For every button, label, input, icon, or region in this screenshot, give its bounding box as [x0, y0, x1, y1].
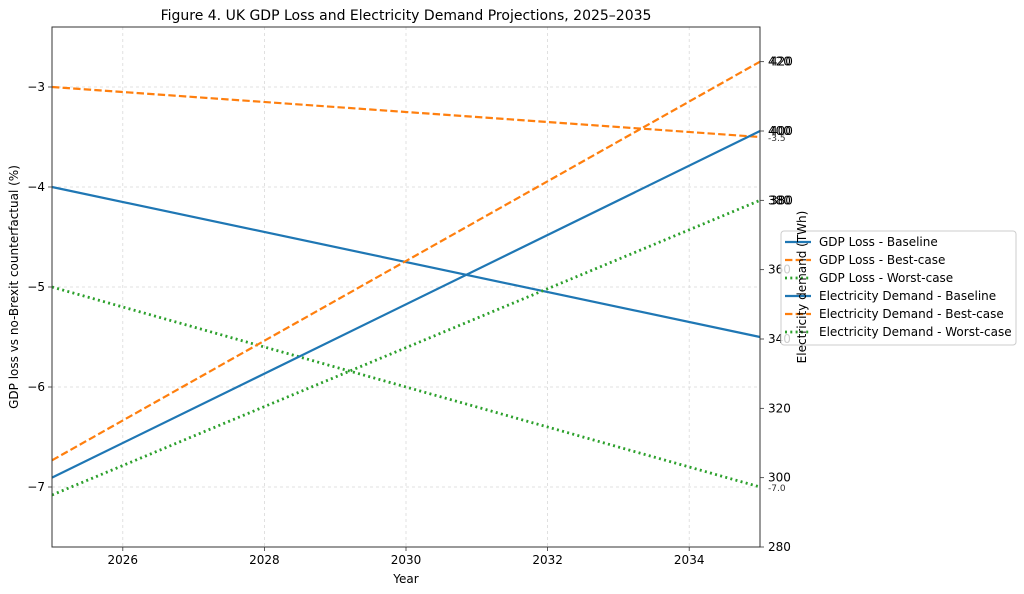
x-tick-label: 2034	[674, 553, 705, 567]
y-right-tick-label-overlap: 380	[770, 193, 793, 207]
legend-label: GDP Loss - Worst-case	[819, 271, 953, 285]
y-left-tick-label: −6	[27, 380, 45, 394]
y-right-tick-label: 280	[768, 540, 791, 554]
series-line-3	[51, 130, 761, 479]
legend: GDP Loss - Baseline GDP Loss - Best-case G…	[780, 230, 1017, 346]
x-axis-title: Year	[392, 572, 418, 586]
y-right-tick-label: 300	[768, 471, 791, 485]
y-left-tick-label: −7	[27, 480, 45, 494]
y-right-tick-label-overlap: 400	[770, 124, 793, 138]
series-line-1	[51, 85, 761, 139]
x-tick-label: 2028	[249, 553, 280, 567]
x-tick-label: 2032	[532, 553, 563, 567]
series-line-2	[51, 285, 761, 489]
chart-title: Figure 4. UK GDP Loss and Electricity De…	[161, 8, 652, 24]
x-axis: 2026 2028 2030 2032 2034	[108, 547, 705, 567]
y-axis-left: −7 −6 −5 −4 −3	[27, 80, 52, 494]
y-left-tick-label: −4	[27, 180, 45, 194]
y-left-tick-label: −3	[27, 80, 45, 94]
y-right-tick-label-overlap: 420	[770, 55, 793, 69]
legend-label: GDP Loss - Best-case	[819, 253, 945, 267]
end-annotation: -3.5	[768, 134, 786, 144]
y-right-tick-label: 400	[768, 124, 791, 138]
x-tick-label: 2030	[391, 553, 422, 567]
series-line-5	[51, 199, 761, 497]
end-annotations: -3.5 -7.0	[768, 134, 786, 494]
series-line-4	[51, 60, 761, 462]
legend-label: Electricity Demand - Worst-case	[819, 325, 1012, 339]
x-tick-label: 2026	[108, 553, 139, 567]
y-left-tick-label: −5	[27, 280, 45, 294]
grid	[52, 27, 760, 547]
y-right-tick-label: 320	[768, 401, 791, 415]
legend-label: GDP Loss - Baseline	[819, 235, 938, 249]
series-lines	[51, 60, 761, 497]
y-right-tick-label: 380	[768, 193, 791, 207]
legend-box	[780, 230, 1017, 346]
legend-label: Electricity Demand - Best-case	[819, 307, 1004, 321]
legend-label: Electricity Demand - Baseline	[819, 289, 996, 303]
y-right-tick-label: 420	[768, 55, 791, 69]
y-axis-right-title: Electricity demand (TWh)	[795, 211, 809, 364]
end-annotation: -7.0	[768, 484, 786, 494]
y-axis-left-title: GDP loss vs no-Brexit counterfactual (%)	[7, 165, 21, 409]
